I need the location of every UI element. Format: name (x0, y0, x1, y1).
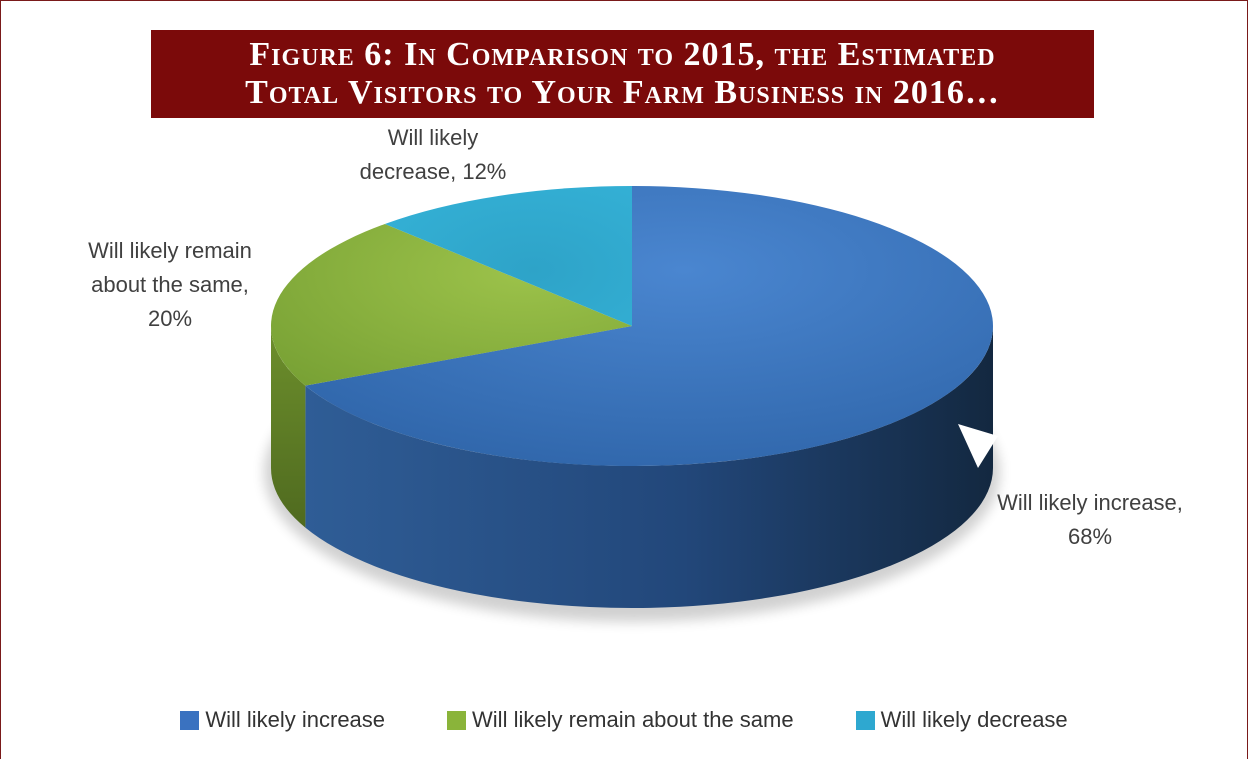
legend-swatch-cyan (855, 710, 875, 730)
legend-swatch-green (447, 710, 467, 730)
pie-side-increase (305, 326, 993, 608)
pie-tops (270, 186, 994, 466)
legend: Will likely increase Will likely remain … (0, 707, 1248, 733)
data-label-line: 20% (148, 306, 192, 331)
pie-slice-increase (305, 186, 994, 466)
data-label-line: Will likely (388, 125, 478, 150)
legend-swatch-blue (180, 710, 200, 730)
legend-item-same: Will likely remain about the same (447, 707, 794, 733)
chart-title-line-2: Total Visitors to Your Farm Business in … (245, 74, 1000, 111)
data-label-same: Will likely remain about the same, 20% (88, 238, 252, 331)
pie-labels: Will likely increase, 68% Will likely rema… (88, 125, 1183, 549)
data-label-line: 68% (1068, 524, 1112, 549)
legend-label-decrease: Will likely decrease (880, 707, 1068, 732)
data-label-decrease: Will likely decrease, 12% (360, 125, 507, 184)
pie-slice-decrease (384, 186, 632, 326)
data-label-line: Will likely increase, (997, 490, 1183, 515)
legend-item-decrease: Will likely decrease (855, 707, 1068, 733)
data-label-line: about the same, (91, 272, 249, 297)
pie-slice-same (270, 223, 632, 386)
legend-item-increase: Will likely increase (180, 707, 385, 733)
chart-title: Figure 6: In Comparison to 2015, the Est… (151, 30, 1094, 118)
label-pointer (958, 424, 998, 468)
pie-side-same (271, 326, 306, 528)
data-label-line: Will likely remain (88, 238, 252, 263)
data-label-increase: Will likely increase, 68% (997, 490, 1183, 549)
legend-label-increase: Will likely increase (205, 707, 386, 732)
legend-label-same: Will likely remain about the same (472, 707, 794, 732)
pie-sides (271, 326, 993, 608)
data-label-line: decrease, 12% (360, 159, 507, 184)
chart-title-line-1: Figure 6: In Comparison to 2015, the Est… (249, 36, 996, 73)
